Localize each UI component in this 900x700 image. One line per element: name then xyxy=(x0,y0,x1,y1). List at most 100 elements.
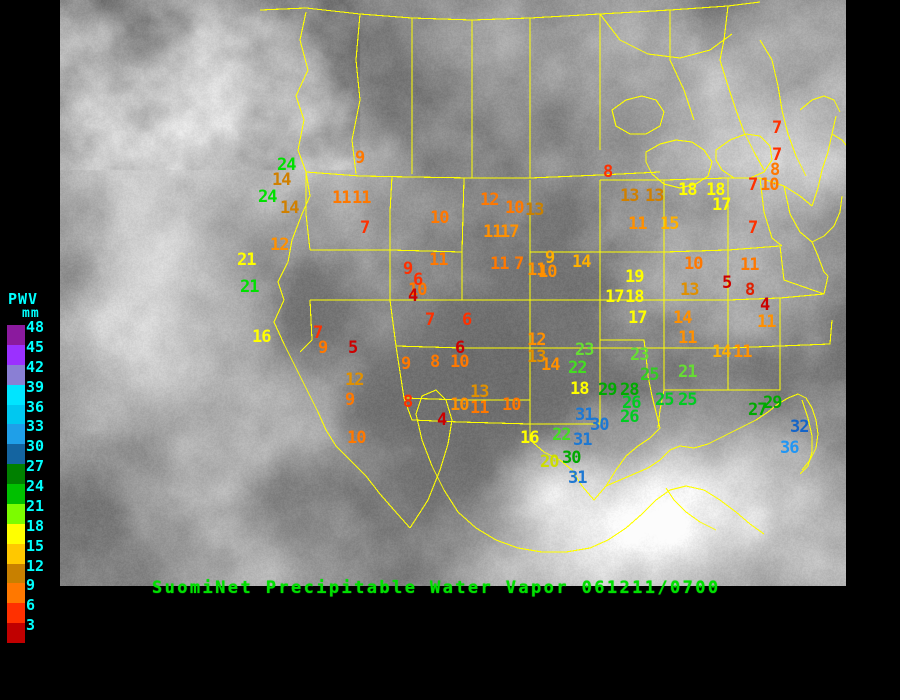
colorbar-swatch xyxy=(7,543,25,564)
pwv-station-value: 24 xyxy=(277,155,297,175)
pwv-station-value: 22 xyxy=(568,358,588,378)
pwv-station-value: 9 xyxy=(345,390,355,410)
colorbar-swatch xyxy=(7,603,25,624)
pwv-station-value: 4 xyxy=(408,286,418,306)
pwv-station-value: 31 xyxy=(573,430,593,450)
pwv-station-value: 11 xyxy=(757,312,777,332)
colorbar-tick-label: 21 xyxy=(26,496,45,515)
pwv-station-value: 24 xyxy=(258,187,278,207)
pwv-station-value: 29 xyxy=(598,380,618,400)
colorbar-tick-label: 3 xyxy=(26,616,36,635)
colorbar-tick-label: 30 xyxy=(26,437,45,456)
pwv-station-value: 23 xyxy=(575,340,595,360)
pwv-station-value: 13 xyxy=(525,200,545,220)
pwv-station-value: 8 xyxy=(745,280,755,300)
pwv-station-value: 14 xyxy=(712,342,732,362)
pwv-station-value: 26 xyxy=(622,393,642,413)
colorbar-tick-label: 15 xyxy=(26,536,45,555)
pwv-station-value: 13 xyxy=(620,186,640,206)
pwv-station-value: 18 xyxy=(678,180,698,200)
colorbar-tick-label: 18 xyxy=(26,516,45,535)
colorbar-legend: PWV mm 48 45 42 39 36 33 30 27 24 21 18 15 12 9 6 3 xyxy=(0,292,58,652)
colorbar-swatch xyxy=(7,364,25,385)
colorbar-swatch xyxy=(7,444,25,465)
pwv-station-value: 5 xyxy=(722,273,732,293)
pwv-station-value: 13 xyxy=(470,382,490,402)
pwv-station-value: 14 xyxy=(541,355,561,375)
pwv-station-value: 15 xyxy=(660,214,680,234)
pwv-station-value: 21 xyxy=(237,250,257,270)
pwv-station-value: 32 xyxy=(790,417,810,437)
pwv-station-value: 18 xyxy=(706,180,726,200)
colorbar-tick-label: 45 xyxy=(26,337,45,356)
pwv-station-value: 11 xyxy=(733,342,753,362)
colorbar-tick-label: 6 xyxy=(26,596,36,615)
colorbar-tick-label: 24 xyxy=(26,477,45,495)
pwv-station-value: 23 xyxy=(630,345,650,365)
pwv-station-value: 13 xyxy=(645,186,665,206)
pwv-station-value: 6 xyxy=(413,270,423,290)
colorbar-swatch xyxy=(7,623,25,643)
pwv-station-value: 10 xyxy=(408,280,428,300)
pwv-station-value: 30 xyxy=(562,448,582,468)
pwv-station-value: 27 xyxy=(748,400,768,420)
colorbar-tick-label: 39 xyxy=(26,377,45,396)
pwv-station-value: 11 xyxy=(490,254,510,274)
pwv-station-value: 9 xyxy=(355,148,365,168)
colorbar-tick-label: 33 xyxy=(26,417,45,436)
colorbar-swatch xyxy=(7,503,25,524)
pwv-station-value: 26 xyxy=(620,407,640,427)
pwv-station-value: 7 xyxy=(514,254,524,274)
pwv-station-value: 8 xyxy=(603,162,613,182)
pwv-station-value: 11 xyxy=(527,260,547,280)
pwv-station-value: 14 xyxy=(272,170,292,190)
pwv-station-value: 9 xyxy=(545,248,555,268)
pwv-station-value: 29 xyxy=(763,393,783,413)
pwv-station-value: 13 xyxy=(527,347,547,367)
pwv-station-values-layer: 24 14 24 14 9 11 11 7 12 21 21 16 7 9 5 12 9 9 10 10 11 6 4 7 6 6… xyxy=(60,0,846,586)
pwv-station-value: 12 xyxy=(270,235,290,255)
pwv-station-value: 30 xyxy=(590,415,610,435)
pwv-station-value: 7 xyxy=(360,218,370,238)
pwv-station-value: 21 xyxy=(678,362,698,382)
pwv-station-value: 17 xyxy=(500,222,520,242)
pwv-station-value: 7 xyxy=(748,218,758,238)
pwv-station-value: 31 xyxy=(575,405,595,425)
pwv-station-value: 28 xyxy=(620,380,640,400)
pwv-station-value: 11 xyxy=(429,250,449,270)
pwv-station-value: 10 xyxy=(430,208,450,228)
colorbar-swatch xyxy=(7,464,25,484)
pwv-station-value: 31 xyxy=(568,468,588,488)
product-caption: SuomiNet Precipitable Water Vapor 061211… xyxy=(152,578,721,598)
pwv-station-value: 7 xyxy=(772,145,782,165)
pwv-station-value: 25 xyxy=(640,365,660,385)
pwv-station-value: 10 xyxy=(502,395,522,415)
pwv-station-value: 22 xyxy=(552,425,572,445)
geopolitical-boundary-overlay xyxy=(259,1,846,553)
colorbar-swatch xyxy=(7,424,25,445)
colorbar-unit-label: mm xyxy=(22,306,40,321)
pwv-station-value: 10 xyxy=(760,175,780,195)
pwv-station-value: 7 xyxy=(425,310,435,330)
colorbar-tick-label: 48 xyxy=(26,318,45,336)
colorbar-tick-label: 36 xyxy=(26,397,45,416)
colorbar-swatch xyxy=(7,523,25,544)
pwv-station-value: 11 xyxy=(483,222,503,242)
pwv-station-value: 11 xyxy=(470,398,490,418)
pwv-station-value: 25 xyxy=(678,390,698,410)
pwv-station-value: 8 xyxy=(430,352,440,372)
pwv-station-value: 11 xyxy=(628,214,648,234)
colorbar-tick-labels: 48 45 42 39 36 33 30 27 24 21 18 15 12 9 6 3 xyxy=(26,318,60,648)
colorbar-swatch xyxy=(7,344,25,365)
pwv-station-value: 36 xyxy=(780,438,800,458)
pwv-station-value: 11 xyxy=(678,328,698,348)
satellite-ir-imagery xyxy=(60,0,846,586)
pwv-station-value: 10 xyxy=(505,198,525,218)
pwv-station-value: 10 xyxy=(347,428,367,448)
pwv-station-value: 7 xyxy=(313,323,323,343)
pwv-station-value: 11 xyxy=(332,188,352,208)
colorbar-swatch xyxy=(7,484,25,504)
pwv-station-value: 10 xyxy=(684,254,704,274)
pwv-station-value: 13 xyxy=(680,280,700,300)
pwv-station-value: 14 xyxy=(280,198,300,218)
